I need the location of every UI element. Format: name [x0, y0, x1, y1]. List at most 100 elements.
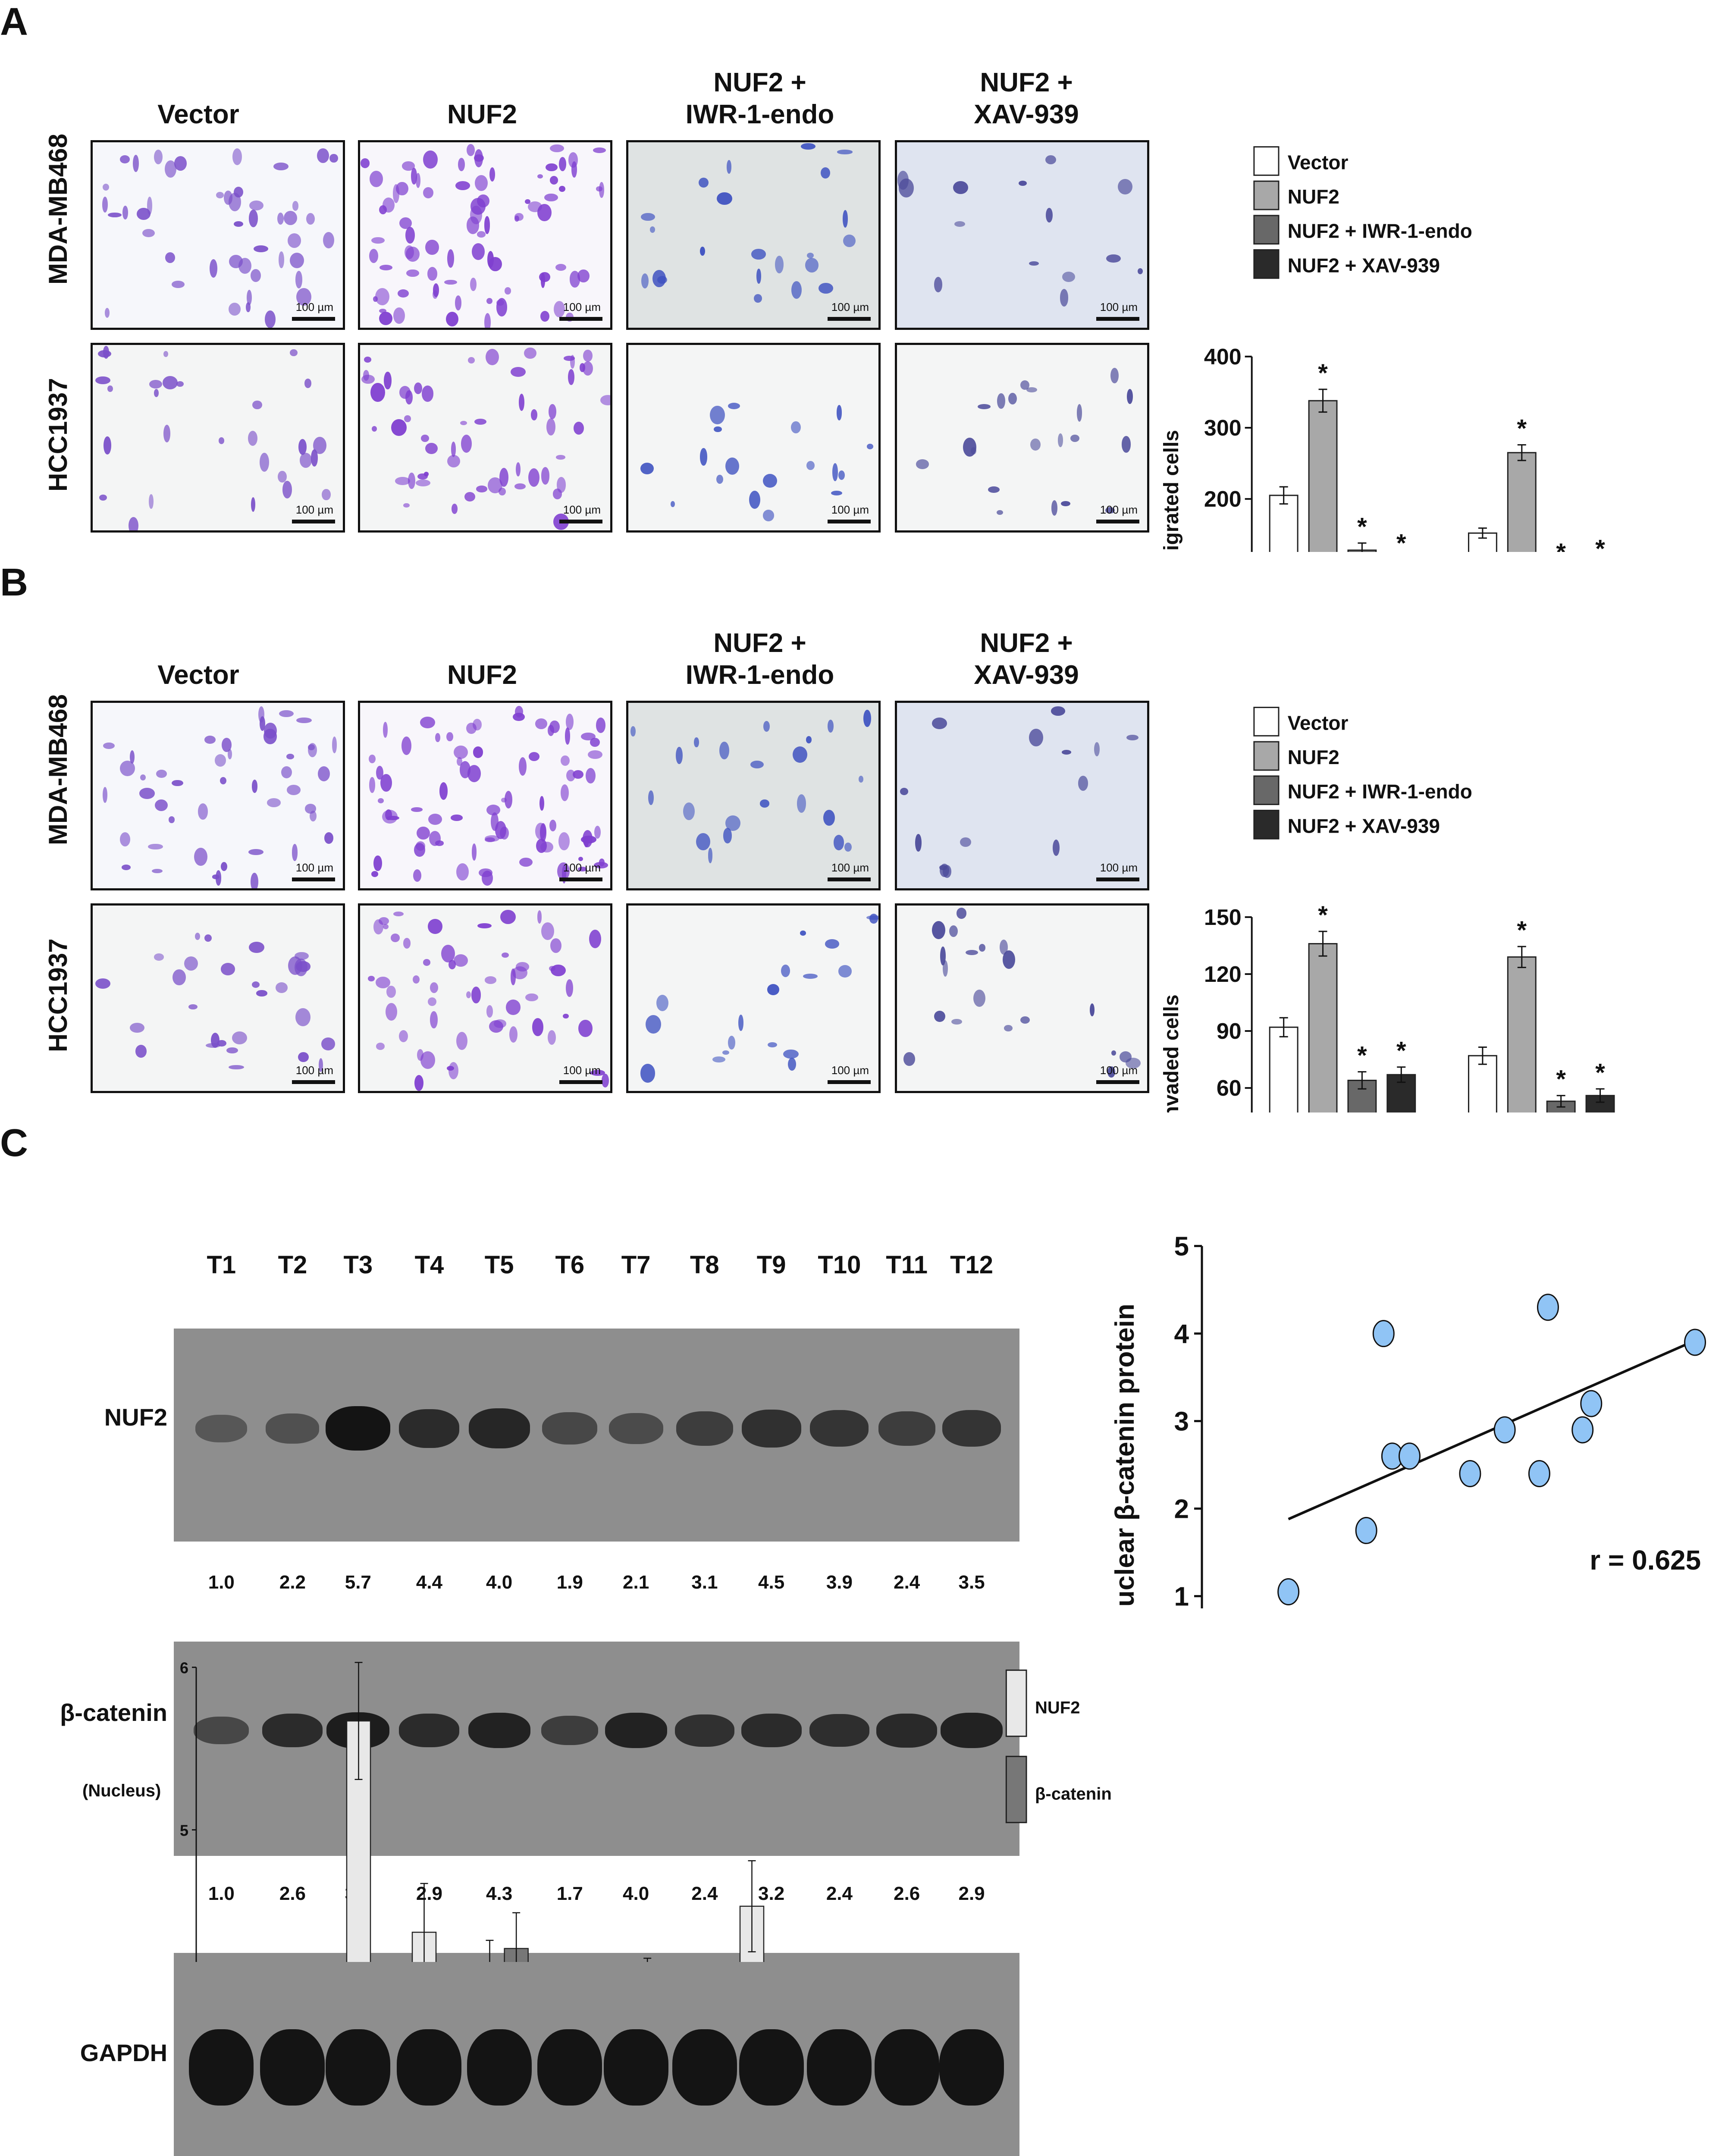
legend-swatch	[1253, 809, 1280, 840]
stained-cell	[148, 843, 163, 850]
protein-band	[189, 2029, 254, 2106]
lane-label: T8	[690, 1251, 719, 1279]
bar	[1269, 1026, 1298, 1203]
scale-bar	[1096, 877, 1139, 881]
stained-cell	[640, 213, 655, 221]
stained-cell	[251, 981, 260, 988]
blot-row-label: β-catenin	[60, 1699, 168, 1727]
column-header-line1	[69, 627, 328, 659]
stained-cell	[259, 452, 269, 472]
stained-cell	[281, 766, 292, 779]
stained-cell	[656, 994, 668, 1011]
stained-cell	[988, 486, 1000, 493]
scale-bar	[828, 877, 871, 881]
stained-cell	[370, 382, 385, 402]
y-tick-label: 4	[1174, 1319, 1189, 1349]
protein-band	[674, 1714, 734, 1747]
stained-cell	[471, 843, 477, 861]
column-header-line1	[353, 627, 612, 659]
stained-cell	[593, 147, 606, 153]
stained-cell	[324, 832, 334, 844]
stained-cell	[648, 790, 654, 805]
blot-row-sublabel: (Nucleus)	[82, 1781, 161, 1801]
stained-cell	[460, 420, 467, 426]
stained-cell	[107, 385, 113, 392]
stained-cell	[130, 1023, 144, 1033]
stained-cell	[546, 418, 556, 436]
legend-swatch	[1253, 741, 1280, 771]
column-header-xav: NUF2 + XAV-939	[897, 67, 1156, 131]
stained-cell	[1051, 500, 1058, 516]
stained-cell	[371, 871, 378, 877]
stained-cell	[379, 309, 386, 313]
stained-cell	[951, 1018, 962, 1025]
y-tick-label: 5	[180, 1822, 188, 1839]
stained-cell	[489, 1020, 504, 1033]
stained-cell	[1078, 776, 1088, 791]
stained-cell	[379, 311, 392, 325]
stained-cell	[484, 313, 491, 328]
stained-cell	[528, 468, 539, 487]
protein-band	[739, 2029, 804, 2106]
significance-marker: *	[1396, 529, 1406, 552]
scale-bar-label: 100 µm	[831, 301, 869, 313]
stained-cell	[249, 201, 263, 211]
blot-strip	[173, 1953, 1019, 2156]
stained-cell	[248, 849, 264, 855]
column-header-line2: XAV-939	[974, 660, 1079, 690]
stained-cell	[1106, 254, 1121, 263]
stained-cell	[176, 381, 184, 387]
stained-cell	[1052, 840, 1060, 856]
stained-cell	[556, 455, 565, 460]
stained-cell	[564, 356, 575, 361]
stained-cell	[585, 768, 596, 784]
stained-cell	[194, 933, 201, 940]
stained-cell	[716, 475, 724, 484]
stained-cell	[558, 832, 570, 851]
stained-cell	[700, 448, 707, 466]
stained-cell	[470, 205, 482, 224]
micrograph-image: 100 µm	[626, 701, 881, 890]
scale-bar-label: 100 µm	[1100, 503, 1138, 516]
stained-cell	[435, 840, 444, 846]
protein-band	[266, 1413, 320, 1444]
stained-cell	[378, 798, 384, 804]
stained-cell	[943, 960, 948, 977]
stained-cell	[282, 480, 292, 499]
scale-bar-label: 100 µm	[563, 1064, 601, 1077]
stained-cell	[590, 1069, 605, 1076]
stained-cell	[676, 747, 683, 765]
correlation-chart-svg: 0123450123456NUF2 proteinNuclear β-caten…	[1110, 1232, 1725, 1776]
stained-cell	[368, 754, 376, 763]
stained-cell	[401, 736, 412, 755]
micrograph-image: 100 µm	[91, 903, 345, 1093]
stained-cell	[572, 770, 583, 779]
stained-cell	[373, 855, 382, 871]
stained-cell	[386, 815, 399, 821]
significance-marker: *	[1595, 1059, 1605, 1087]
stained-cell	[385, 809, 392, 820]
stained-cell	[583, 361, 593, 376]
stained-cell	[135, 1045, 147, 1058]
stained-cell	[371, 237, 385, 244]
stained-cell	[229, 193, 242, 211]
stained-cell	[248, 430, 258, 446]
lane-label: T11	[886, 1251, 928, 1279]
stained-cell	[279, 251, 284, 268]
band-quantification: 4.4	[416, 1571, 443, 1593]
lane-label: T12	[950, 1251, 994, 1279]
band-quantification: 4.0	[623, 1883, 649, 1905]
stained-cell	[837, 150, 853, 154]
column-header-line1	[353, 67, 612, 99]
stained-cell	[395, 477, 410, 485]
significance-marker: *	[1595, 535, 1605, 552]
stained-cell	[215, 870, 222, 886]
stained-cell	[1105, 507, 1115, 514]
stained-cell	[427, 267, 438, 281]
stained-cell	[477, 194, 490, 208]
y-tick-label: 3	[1174, 1407, 1189, 1437]
protein-band	[399, 1409, 460, 1448]
stained-cell	[459, 761, 471, 779]
lane-label: T9	[756, 1251, 786, 1279]
stained-cell	[793, 746, 808, 763]
